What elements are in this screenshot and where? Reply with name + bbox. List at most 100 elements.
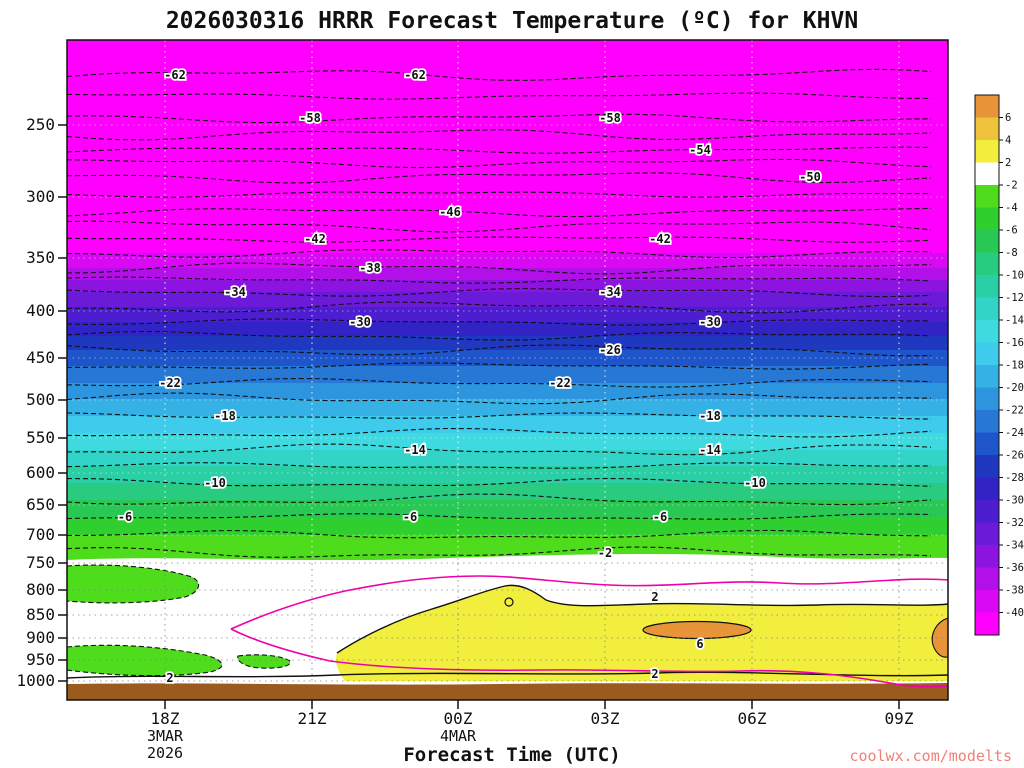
colorbar-label: -6 xyxy=(1005,225,1018,237)
contour-line xyxy=(67,377,932,388)
contour-label: -46 xyxy=(439,205,461,219)
contour-label: -58 xyxy=(599,111,621,125)
warm-region-above-2c xyxy=(336,585,948,681)
contour-line xyxy=(67,546,932,558)
x-tick-label: 09Z xyxy=(885,709,914,728)
colorbar-label: -8 xyxy=(1005,247,1018,259)
colorbar-label: -34 xyxy=(1005,540,1024,552)
contour-line xyxy=(67,493,932,506)
colorbar-segment xyxy=(975,117,999,140)
y-tick-label: 550 xyxy=(26,428,55,447)
contour-label: -14 xyxy=(699,443,721,457)
contour-label: -50 xyxy=(799,170,821,184)
axes: 250 300 350 400 450 500 550 600 650 700 750 800 850 9… xyxy=(16,115,913,762)
contour-line xyxy=(67,301,932,314)
y-tick-label: 850 xyxy=(26,605,55,624)
contour-line xyxy=(67,113,932,124)
y-tick-label: 900 xyxy=(26,628,55,647)
colorbar-segment xyxy=(975,612,999,635)
contour-line xyxy=(67,362,932,370)
colorbar-segment xyxy=(975,477,999,500)
contour-line xyxy=(67,146,932,154)
contour-label: -6 xyxy=(118,510,132,524)
colorbar-segment xyxy=(975,342,999,365)
colorbar-segment xyxy=(975,320,999,343)
contour-label: -10 xyxy=(744,476,766,490)
warm-pocket-6c xyxy=(642,620,752,640)
colorbar-label: -10 xyxy=(1005,270,1024,282)
colorbar-label: -2 xyxy=(1005,180,1018,192)
y-tick-label: 800 xyxy=(26,580,55,599)
contour-label: -38 xyxy=(359,261,381,275)
contour-line xyxy=(67,68,932,81)
colorbar-segment xyxy=(975,207,999,230)
contour-label: -22 xyxy=(159,376,181,390)
contour-line xyxy=(67,330,932,341)
y-tick-label: 1000 xyxy=(16,671,55,690)
contour-label: -42 xyxy=(649,232,671,246)
contour-line xyxy=(67,462,932,469)
x-tick-label: 21Z xyxy=(298,709,327,728)
chart-title: 2026030316 HRRR Forecast Temperature (ºC… xyxy=(165,8,859,34)
colorbar-label: -4 xyxy=(1005,202,1018,214)
colorbar-segment xyxy=(975,275,999,298)
cold-pocket-800hpa xyxy=(67,564,200,604)
y-tick-label: 600 xyxy=(26,463,55,482)
colorbar-label: -36 xyxy=(1005,562,1024,574)
contour-label: -6 xyxy=(653,510,667,524)
y-tick-label: 700 xyxy=(26,525,55,544)
y-tick-label: 950 xyxy=(26,650,55,669)
contour-label: -18 xyxy=(699,409,721,423)
colorbar-segment xyxy=(975,185,999,208)
x-tick-label: 18Z xyxy=(151,709,180,728)
colorbar-segment xyxy=(975,365,999,388)
colorbar-segment xyxy=(975,162,999,185)
contour-line xyxy=(67,129,932,141)
contour-label: -30 xyxy=(699,315,721,329)
contour-label: -14 xyxy=(404,443,426,457)
contour-label: -2 xyxy=(598,546,612,560)
colorbar-label: -22 xyxy=(1005,405,1024,417)
y-tick-label: 650 xyxy=(26,495,55,514)
colorbar-segment xyxy=(975,410,999,433)
colorbar-label: -12 xyxy=(1005,292,1024,304)
contour-label: -62 xyxy=(404,68,426,82)
contour-line xyxy=(67,276,932,284)
contour-line xyxy=(67,158,932,169)
contour-line xyxy=(67,344,932,357)
colorbar-label: -30 xyxy=(1005,495,1024,507)
colorbar-segment xyxy=(975,252,999,275)
contour-line xyxy=(67,318,932,326)
colorbar-label: -28 xyxy=(1005,472,1024,484)
contour-label: -58 xyxy=(299,111,321,125)
y-tick-label: 450 xyxy=(26,348,55,367)
contour-2c-lower xyxy=(67,671,948,679)
contour-label: -34 xyxy=(224,285,246,299)
gridlines xyxy=(67,40,948,683)
contour-label: -6 xyxy=(403,510,417,524)
contour-line xyxy=(67,249,932,259)
contour-line xyxy=(67,529,932,539)
contour-line xyxy=(67,477,932,487)
x-tick-label: 00Z xyxy=(444,709,473,728)
colorbar-segment xyxy=(975,230,999,253)
colorbar-segment xyxy=(975,522,999,545)
contour-label: -22 xyxy=(549,376,571,390)
contour-line xyxy=(67,262,932,275)
contour-line xyxy=(67,172,932,184)
contour-labels: -62 -62-58 -58-54-50-46-42 -42-38-34 -34-30-… xyxy=(116,66,823,687)
contour-line xyxy=(67,191,931,198)
contour-label: -34 xyxy=(599,285,621,299)
colorbar-segment xyxy=(975,95,999,118)
surface-terrain-strip xyxy=(67,683,948,700)
contour-line xyxy=(67,207,932,218)
date-label: 4MAR xyxy=(440,727,477,745)
contour-label: 6 xyxy=(696,637,703,651)
y-tick-label: 400 xyxy=(26,301,55,320)
colorbar-segment xyxy=(975,387,999,410)
contour-label: -18 xyxy=(214,409,236,423)
contour-label: -62 xyxy=(164,68,186,82)
contour-2c-upper xyxy=(336,584,948,654)
